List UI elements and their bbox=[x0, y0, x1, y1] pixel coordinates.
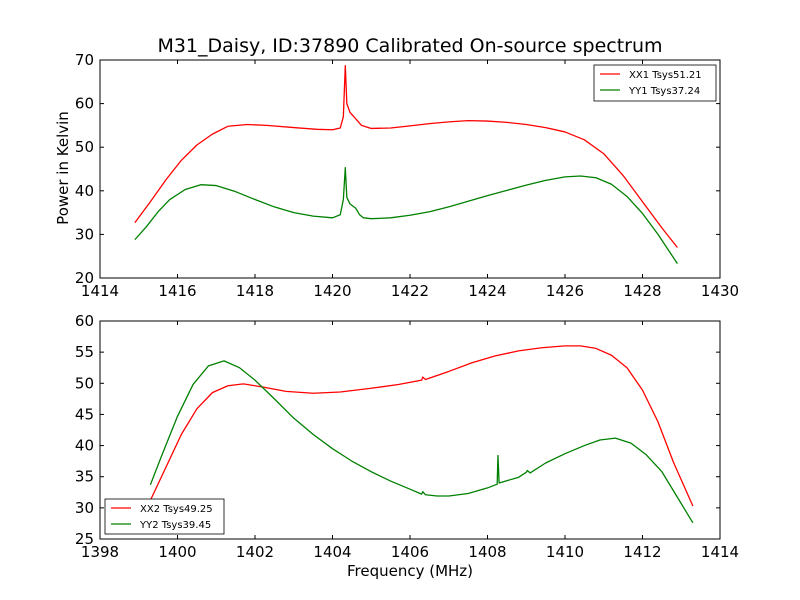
y-tick-label: 60 bbox=[75, 312, 94, 330]
y-tick-label: 45 bbox=[75, 405, 94, 423]
x-tick-label: 1420 bbox=[313, 282, 351, 300]
legend-label: YY2 Tsys39.45 bbox=[139, 520, 211, 531]
x-tick-label: 1408 bbox=[468, 543, 506, 561]
legend-label: XX1 Tsys51.21 bbox=[629, 70, 702, 81]
legend: XX1 Tsys51.21 YY1 Tsys37.24 bbox=[593, 64, 717, 102]
y-tick-label: 40 bbox=[75, 182, 94, 200]
y-tick-label: 35 bbox=[75, 468, 94, 486]
x-tick-label: 1400 bbox=[158, 543, 196, 561]
x-tick-label: 1422 bbox=[391, 282, 429, 300]
y-tick-label: 60 bbox=[75, 95, 94, 113]
x-tick-label: 1414 bbox=[701, 543, 739, 561]
x-tick-label: 1416 bbox=[158, 282, 196, 300]
legend-label: YY1 Tsys37.24 bbox=[628, 86, 700, 97]
x-tick-label: 1402 bbox=[236, 543, 274, 561]
x-tick-label: 1410 bbox=[546, 543, 584, 561]
plots: 1414 1416 1418 1420 1422 1424 1426 1428 1430 20 30… bbox=[75, 51, 739, 561]
y-tick-label: 40 bbox=[75, 437, 94, 455]
x-tick-label: 1398 bbox=[81, 543, 119, 561]
y-tick-label: 25 bbox=[75, 530, 94, 548]
y-tick-label: 50 bbox=[75, 374, 94, 392]
series-line-1 bbox=[149, 345, 694, 507]
subplot-2: 1398 1400 1402 1404 1406 1408 1410 1412 1414 25 30… bbox=[75, 312, 739, 561]
x-tick-label: 1428 bbox=[623, 282, 661, 300]
y-tick-label: 70 bbox=[75, 51, 94, 69]
subplot-1: 1414 1416 1418 1420 1422 1424 1426 1428 1430 20 30… bbox=[75, 51, 739, 300]
x-tick-label: 1424 bbox=[468, 282, 506, 300]
y-tick-label: 55 bbox=[75, 343, 94, 361]
x-tick-label: 1404 bbox=[313, 543, 351, 561]
series-line-2 bbox=[134, 167, 678, 264]
x-axis-label: Frequency (MHz) bbox=[347, 562, 473, 580]
y-axis-label: Power in Kelvin bbox=[54, 111, 72, 225]
legend-box bbox=[104, 498, 225, 535]
x-tick-label: 1430 bbox=[701, 282, 739, 300]
x-tick-label: 1426 bbox=[546, 282, 584, 300]
y-tick-label: 20 bbox=[75, 269, 94, 287]
legend: XX2 Tsys49.25 YY2 Tsys39.45 bbox=[104, 498, 225, 535]
series-line-2 bbox=[149, 360, 694, 524]
x-tick-label: 1418 bbox=[236, 282, 274, 300]
legend-box bbox=[593, 64, 717, 102]
x-tick-label: 1412 bbox=[623, 543, 661, 561]
legend-label: XX2 Tsys49.25 bbox=[140, 504, 213, 515]
chart-title: M31_Daisy, ID:37890 Calibrated On-source… bbox=[157, 35, 662, 57]
y-tick-label: 30 bbox=[75, 225, 94, 243]
x-tick-label: 1406 bbox=[391, 543, 429, 561]
series-line-1 bbox=[134, 65, 678, 248]
y-tick-label: 50 bbox=[75, 138, 94, 156]
x-tick-label: 1414 bbox=[81, 282, 119, 300]
y-tick-label: 30 bbox=[75, 499, 94, 517]
